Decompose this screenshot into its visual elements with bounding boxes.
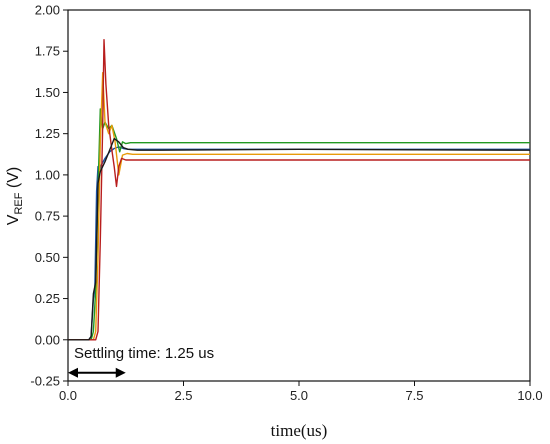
annotation-layer: Settling time: 1.25 us	[68, 345, 214, 378]
y-tick-label: 1.00	[35, 167, 60, 182]
y-axis-ticks: -0.25 0.00 0.25 0.50 0.75 1.00 1.25 1.50 1.75 2.0…	[30, 3, 68, 389]
settling-arrow-right-head	[115, 367, 126, 378]
series-layer	[68, 39, 531, 341]
y-tick-label: 2.00	[35, 3, 60, 18]
y-axis-title-unit: (V)	[5, 167, 22, 193]
series-line-1	[68, 146, 530, 341]
y-tick-label: 0.00	[35, 332, 60, 347]
plot-area: Settling time: 1.25 us	[67, 9, 531, 382]
settling-arrow-left-head	[68, 367, 78, 378]
y-axis-title-sub: REF	[13, 192, 25, 214]
x-axis-ticks: 0.0 2.5 5.0 7.5 10.0	[59, 381, 543, 403]
x-tick-label: 2.5	[174, 388, 192, 403]
y-tick-label: -0.25	[30, 374, 60, 389]
series-line-3	[68, 71, 530, 341]
x-axis-title: time(us)	[271, 421, 328, 440]
plot-frame	[67, 9, 531, 382]
settling-time-annotation: Settling time: 1.25 us	[74, 345, 214, 362]
x-tick-label: 5.0	[290, 388, 308, 403]
series-line-5	[68, 137, 531, 341]
y-tick-label: 0.25	[35, 291, 60, 306]
y-tick-label: 0.50	[35, 250, 60, 265]
series-line-4	[68, 39, 530, 341]
x-tick-label: 7.5	[405, 388, 423, 403]
y-axis-title: VREF (V)	[5, 167, 25, 225]
y-tick-label: 1.25	[35, 126, 60, 141]
x-tick-label: 10.0	[517, 388, 542, 403]
y-tick-label: 0.75	[35, 209, 60, 224]
y-axis-title-main: V	[5, 214, 22, 225]
y-tick-label: 1.75	[35, 44, 60, 59]
series-line-2	[68, 108, 530, 341]
x-tick-label: 0.0	[59, 388, 77, 403]
y-tick-label: 1.50	[35, 85, 60, 100]
